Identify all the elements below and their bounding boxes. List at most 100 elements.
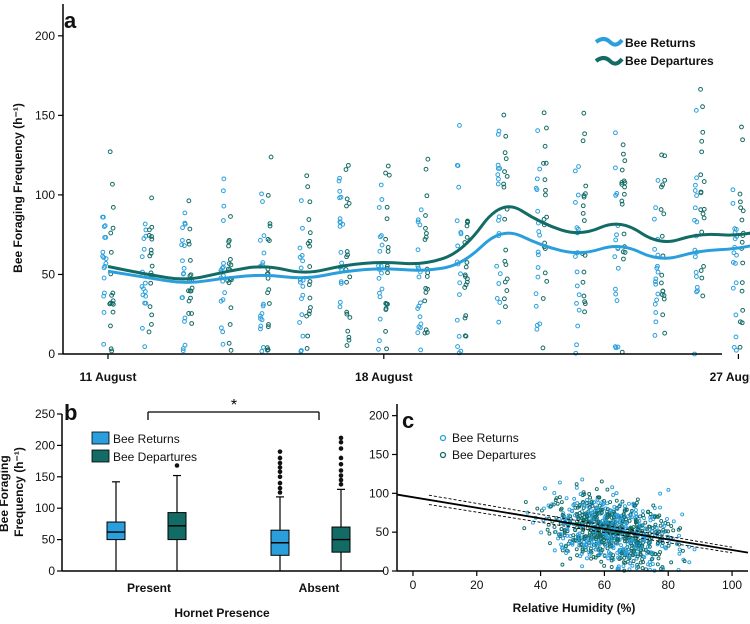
panel-c-point: [572, 496, 577, 501]
panel-a-point: [699, 138, 705, 144]
panel-a-point: [110, 290, 116, 296]
panel-c-point: [621, 564, 626, 569]
panel-a-point: [542, 270, 548, 276]
panel-a-point: [537, 232, 543, 238]
panel-a-point: [540, 296, 546, 301]
panel-c-point: [585, 501, 589, 506]
panel-a-point: [228, 305, 234, 311]
panel-c-point: [616, 555, 621, 560]
panel-a-point: [582, 301, 588, 307]
panel-a-point: [182, 210, 188, 216]
panel-a-point: [613, 237, 619, 243]
panel-c-point: [588, 495, 593, 500]
panel-b-y-ticks: 0 50 100 150 200 250: [35, 407, 62, 578]
panel-a-point: [422, 298, 428, 304]
panel-c-point: [651, 503, 656, 508]
panel-a-point: [464, 260, 470, 265]
panel-c-point: [597, 552, 602, 557]
panel-c-point: [557, 480, 562, 485]
panel-a-point: [221, 260, 226, 266]
panel-c-point: [577, 534, 582, 539]
panel-c-point: [566, 549, 571, 554]
panel-a-point: [701, 179, 707, 184]
panel-a-point: [139, 254, 145, 260]
panel-c-point: [598, 533, 603, 538]
panel-a-point: [110, 309, 116, 315]
panel-c-point: [638, 551, 643, 556]
panel-c-point: [655, 529, 660, 534]
panel-c-y-tick-label: 100: [369, 486, 389, 500]
panel-c-point: [682, 559, 687, 564]
panel-c-point: [574, 485, 579, 490]
panel-a-point: [110, 204, 116, 210]
panel-a-point: [260, 344, 266, 350]
panel-c-point: [634, 540, 639, 545]
panel-a-point: [376, 346, 381, 352]
panel-a-point: [143, 293, 148, 299]
panel-a-point: [416, 274, 422, 280]
panel-c-point: [605, 487, 610, 492]
panel-a-point: [693, 107, 699, 113]
panel-c-point: [575, 553, 580, 558]
panel-a-point: [581, 269, 587, 275]
panel-c-point: [596, 519, 601, 524]
panel-c-point: [634, 566, 639, 571]
panel-a-point: [141, 236, 147, 241]
panel-a-point: [179, 237, 185, 243]
panel-c-point: [578, 492, 583, 497]
panel-a-point: [418, 347, 424, 353]
panel-c-point: [623, 517, 628, 522]
panel-a-point: [149, 263, 155, 269]
panel-c-point: [575, 505, 580, 510]
panel-c-point: [669, 560, 674, 565]
panel-a-point: [620, 249, 626, 255]
panel-a-point: [503, 304, 508, 310]
panel-c-point: [581, 499, 585, 504]
panel-a-point: [306, 282, 312, 288]
panel-a-point: [659, 152, 665, 158]
panel-a-point: [730, 260, 736, 265]
panel-a-point: [581, 110, 587, 116]
panel-a-point: [544, 125, 549, 131]
panel-c-point: [552, 491, 557, 495]
panel-a-point: [102, 235, 108, 240]
panel-a-point: [572, 168, 578, 174]
panel-a-point: [497, 300, 503, 305]
panel-a-point: [533, 303, 539, 309]
panel-a-point: [614, 298, 620, 303]
panel-a-point: [458, 271, 463, 277]
panel-c-point: [560, 562, 565, 567]
panel-c-point: [580, 547, 585, 552]
panel-c-point: [640, 557, 645, 561]
panel-c-point: [612, 504, 617, 509]
panel-a-point: [576, 164, 581, 169]
panel-a-point: [542, 143, 548, 149]
panel-a-point: [698, 172, 704, 178]
panel-a-point: [338, 281, 344, 286]
panel-b-y-tick-label: 50: [42, 533, 56, 547]
panel-c-point: [656, 556, 661, 561]
panel-a-point: [110, 181, 115, 187]
panel-a-point: [621, 191, 627, 197]
panel-a-point: [384, 346, 389, 352]
panel-a-point: [345, 252, 350, 258]
panel-a-point: [660, 182, 666, 188]
panel-a-point: [423, 327, 429, 333]
panel-c-point: [658, 491, 663, 496]
panel-a-point: [267, 301, 272, 306]
panel-a-point: [265, 324, 271, 330]
panel-a-point: [503, 156, 509, 162]
panel-a-point: [415, 306, 421, 311]
panel-a-point: [220, 329, 226, 335]
panel-a-point: [692, 217, 697, 223]
panel-a-point: [101, 265, 107, 271]
panel-a-point: [662, 153, 668, 159]
panel-a-point: [740, 137, 745, 143]
panel-c-point: [658, 505, 662, 510]
panel-c-y-tick-label: 200: [369, 409, 389, 423]
panel-a-point: [109, 348, 115, 354]
panel-a-point: [257, 237, 263, 243]
panel-c-point: [622, 504, 627, 509]
panel-a-point: [101, 275, 107, 281]
panel-c-x-axis-title: Relative Humidity (%): [513, 601, 636, 615]
